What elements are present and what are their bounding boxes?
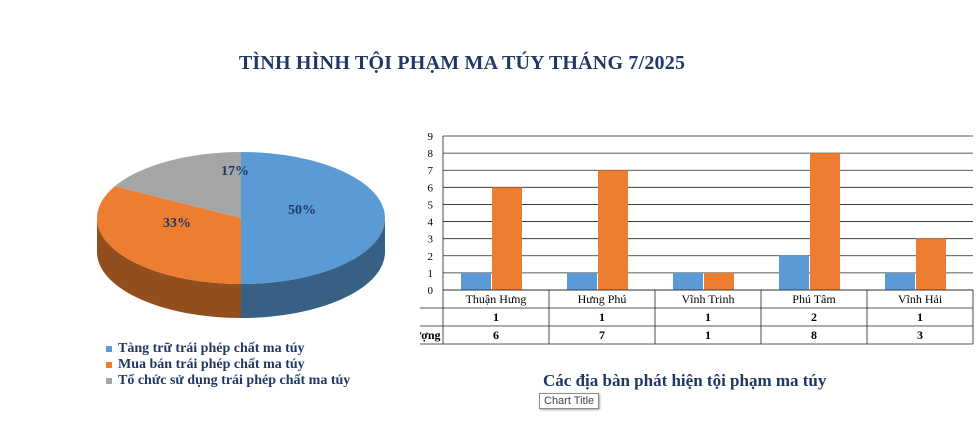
table-value: 1 (599, 310, 605, 324)
table-value: 1 (705, 310, 711, 324)
x-category-label: Phú Tâm (792, 292, 836, 306)
y-tick-label: 7 (428, 165, 434, 177)
x-category-label: Hưng Phú (578, 292, 627, 306)
pie-slice[interactable] (114, 152, 241, 218)
bar[interactable] (567, 272, 597, 290)
pie-slice-side (97, 218, 241, 318)
table-value: 1 (705, 328, 711, 342)
chart-title-tooltip: Chart Title (539, 393, 600, 409)
bar[interactable] (779, 255, 809, 290)
table-value: 7 (599, 328, 605, 342)
legend-item: Tổ chức sử dụng trái phép chất ma túy (106, 373, 350, 389)
y-tick-label: 2 (428, 251, 434, 263)
y-tick-label: 4 (428, 217, 434, 229)
y-tick-label: 0 (428, 285, 434, 297)
x-category-label: Vĩnh Trinh (681, 292, 734, 306)
x-category-label: Vĩnh Hải (898, 292, 943, 306)
legend-label: Mua bán trái phép chất ma túy (118, 357, 305, 372)
table-value: 3 (917, 328, 923, 342)
table-value: 6 (493, 328, 499, 342)
y-tick-label: 6 (428, 182, 434, 194)
bar[interactable] (673, 272, 703, 290)
bar[interactable] (461, 272, 491, 290)
y-tick-label: 1 (428, 268, 434, 280)
y-tick-label: 8 (428, 148, 434, 160)
legend-swatch (106, 346, 112, 352)
y-tick-label: 3 (428, 234, 434, 246)
bar[interactable] (916, 238, 946, 290)
pie-slice[interactable] (97, 186, 241, 284)
pie-data-label: 50% (288, 203, 316, 218)
pie-chart[interactable]: 50% 33% 17% (95, 148, 395, 328)
x-category-label: Thuận Hưng (466, 292, 527, 306)
table-value: 8 (811, 328, 817, 342)
pie-data-label: 33% (163, 216, 191, 231)
y-tick-label: 9 (428, 131, 434, 143)
legend-swatch (106, 378, 112, 384)
pie-data-label: 17% (221, 164, 249, 179)
series-label: Đối tượng (420, 328, 441, 342)
bar[interactable] (492, 187, 522, 290)
bar[interactable] (704, 272, 734, 290)
table-value: 1 (493, 310, 499, 324)
pie-slice[interactable] (241, 152, 385, 284)
legend-swatch (106, 362, 112, 368)
legend-label: Tổ chức sử dụng trái phép chất ma túy (118, 373, 351, 388)
bar[interactable] (810, 153, 840, 290)
legend-item: Tàng trữ trái phép chất ma túy (106, 341, 350, 357)
page-title: TÌNH HÌNH TỘI PHẠM MA TÚY THÁNG 7/2025 (238, 52, 686, 74)
y-tick-label: 5 (428, 199, 434, 211)
table-value: 2 (811, 310, 817, 324)
pie-legend: Tàng trữ trái phép chất ma túy Mua bán tr… (106, 341, 350, 389)
bar[interactable] (598, 170, 628, 290)
bar[interactable] (885, 272, 915, 290)
table-value: 1 (917, 310, 923, 324)
bar-chart-title: Các địa bàn phát hiện tội phạm ma túy (543, 371, 827, 390)
bar-chart[interactable]: 0 1 2 3 4 5 6 7 8 9 Thuận Hưng Hưng Phú Vĩnh Trinh Ph… (420, 128, 979, 348)
legend-label: Tàng trữ trái phép chất ma túy (118, 341, 305, 356)
pie-slice-side (241, 218, 385, 318)
legend-item: Mua bán trái phép chất ma túy (106, 357, 350, 373)
